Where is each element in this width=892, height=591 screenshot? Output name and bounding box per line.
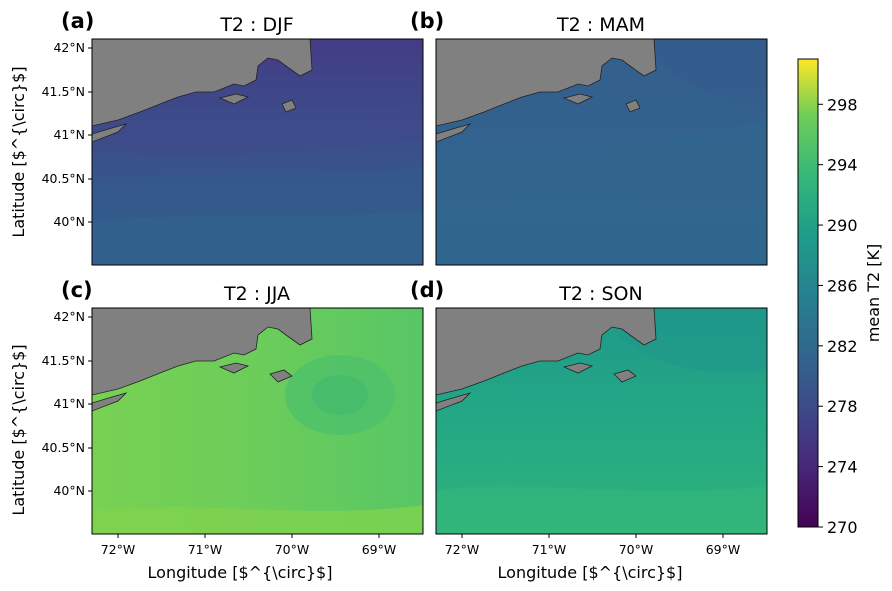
panel-label-a: (a) — [61, 9, 94, 33]
colorbar-gradient — [797, 58, 819, 528]
island — [218, 93, 250, 105]
colorbar-tick-label: 282 — [827, 337, 858, 356]
colorbar: 270 274 278 282 286 290 294 298 mean T2 [K] — [797, 58, 883, 537]
land-mass — [436, 39, 657, 127]
land-mass — [92, 308, 313, 396]
lon-tick-label: 72°W — [445, 542, 480, 557]
panel-jja — [92, 308, 423, 534]
panel-frame — [91, 38, 424, 266]
lat-tick-label: 41°N — [53, 396, 85, 411]
contour-band — [436, 120, 767, 265]
colorbar-ticks: 270 274 278 282 286 290 294 298 — [818, 95, 858, 537]
panel-djf — [92, 39, 423, 265]
contour-band — [312, 375, 368, 415]
lat-tick-label: 40°N — [53, 214, 85, 229]
colorbar-tick-label: 274 — [827, 458, 858, 477]
island — [436, 123, 472, 143]
colorbar-tick-label: 286 — [827, 276, 858, 295]
contour-band — [92, 110, 423, 155]
lat-tick-label: 41.5°N — [42, 353, 85, 368]
lon-tick-label: 71°W — [532, 542, 567, 557]
island — [92, 123, 128, 143]
contour-band — [92, 505, 423, 534]
panel-title-djf: T2 : DJF — [219, 14, 293, 36]
panel-frame — [91, 307, 424, 535]
panel-son — [436, 308, 767, 534]
colorbar-tick-label: 290 — [827, 216, 858, 235]
island — [269, 369, 293, 383]
panel-label-c: (c) — [61, 278, 93, 302]
colorbar-tick-label: 298 — [827, 95, 858, 114]
island — [625, 99, 641, 113]
island — [613, 369, 637, 383]
lon-tick-label: 71°W — [188, 542, 223, 557]
panel-title-mam: T2 : MAM — [556, 14, 645, 36]
lon-tick-label: 69°W — [362, 542, 397, 557]
panel-frame — [435, 38, 768, 266]
lat-tick-label: 41°N — [53, 127, 85, 142]
panel-mam — [436, 39, 767, 265]
contour-band — [436, 486, 767, 534]
island — [281, 99, 297, 113]
contour-band — [92, 210, 423, 265]
lat-tick-label: 40.5°N — [42, 171, 85, 186]
panel-label-d: (d) — [410, 278, 444, 302]
panel-title-son: T2 : SON — [558, 283, 642, 305]
colorbar-tick-label: 278 — [827, 397, 858, 416]
panel-frame — [435, 307, 768, 535]
lat-axis-bottom: 42°N 41.5°N 41°N 40.5°N 40°N — [42, 309, 92, 498]
island — [218, 362, 250, 374]
xlabel-right: Longitude [$^{\circ}$] — [498, 563, 683, 582]
lat-axis-top: 42°N 41.5°N 41°N 40.5°N 40°N — [42, 40, 92, 229]
ylabel-top: Latitude [$^{\circ}$] — [9, 66, 28, 237]
xlabel-left: Longitude [$^{\circ}$] — [148, 563, 333, 582]
colorbar-label: mean T2 [K] — [864, 244, 883, 342]
ylabel-bottom: Latitude [$^{\circ}$] — [9, 344, 28, 515]
lat-tick-label: 42°N — [53, 309, 85, 324]
land-mass — [92, 39, 313, 127]
panel-label-b: (b) — [410, 9, 444, 33]
land-mass — [436, 308, 657, 396]
lon-axis-left: 72°W 71°W 70°W 69°W — [101, 534, 397, 557]
panel-title-jja: T2 : JJA — [223, 283, 290, 305]
lon-tick-label: 69°W — [706, 542, 741, 557]
lat-tick-label: 40.5°N — [42, 440, 85, 455]
lat-tick-label: 41.5°N — [42, 84, 85, 99]
island — [436, 392, 472, 412]
lat-tick-label: 42°N — [53, 40, 85, 55]
colorbar-tick-label: 294 — [827, 156, 858, 175]
lon-tick-label: 70°W — [619, 542, 654, 557]
lon-tick-label: 72°W — [101, 542, 136, 557]
colorbar-tick-label: 270 — [827, 518, 858, 537]
lon-axis-right: 72°W 71°W 70°W 69°W — [445, 534, 741, 557]
contour-band — [640, 39, 767, 110]
island — [562, 362, 594, 374]
island — [562, 93, 594, 105]
island — [92, 392, 128, 412]
lon-tick-label: 70°W — [275, 542, 310, 557]
lat-tick-label: 40°N — [53, 483, 85, 498]
